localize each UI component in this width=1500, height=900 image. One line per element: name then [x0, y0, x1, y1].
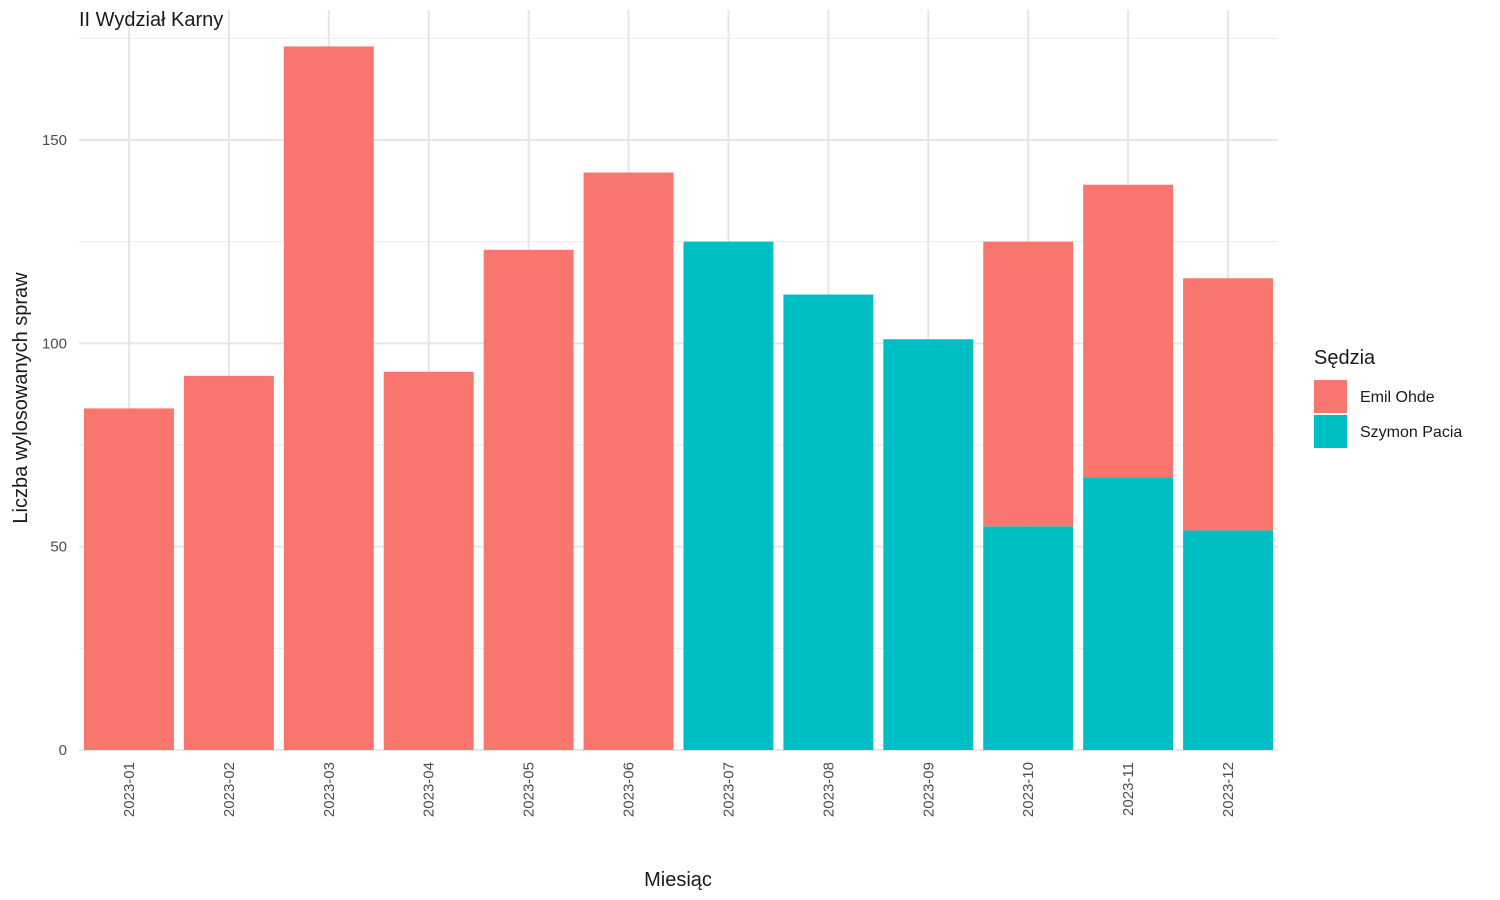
- bar-segment: [483, 249, 574, 751]
- bar-segment: [183, 375, 274, 750]
- x-tick-label: 2023-02: [221, 762, 238, 817]
- x-axis-ticks: 2023-01 2023-02 2023-03 2023-04 2023-05 2023-…: [121, 762, 1237, 817]
- chart-title: II Wydział Karny: [79, 9, 223, 31]
- bar-segment: [983, 526, 1074, 750]
- x-tick-label: 2023-12: [1220, 762, 1237, 817]
- legend: Sędzia Emil Ohde Szymon Pacia: [1314, 347, 1462, 448]
- bar-segment: [83, 408, 174, 750]
- legend-key: [1314, 415, 1347, 448]
- x-tick-label: 2023-05: [521, 762, 538, 817]
- y-tick-label: 150: [42, 132, 67, 149]
- bar-segment: [283, 46, 374, 750]
- y-tick-label: 100: [42, 335, 67, 352]
- x-tick-label: 2023-03: [321, 762, 338, 817]
- bars: [83, 46, 1274, 751]
- bar-segment: [383, 371, 474, 750]
- bar-segment: [783, 294, 874, 750]
- x-tick-label: 2023-06: [621, 762, 638, 817]
- bar-segment: [1183, 530, 1274, 750]
- legend-key: [1314, 380, 1347, 413]
- legend-label: Szymon Pacia: [1360, 424, 1462, 441]
- x-tick-label: 2023-10: [1020, 762, 1037, 817]
- x-tick-label: 2023-09: [920, 762, 937, 817]
- bar-segment: [683, 241, 774, 750]
- x-tick-label: 2023-07: [720, 762, 737, 817]
- legend-title: Sędzia: [1314, 347, 1376, 369]
- bar-segment: [1083, 477, 1174, 750]
- y-tick-label: 0: [59, 742, 67, 759]
- legend-entries: Emil Ohde Szymon Pacia: [1314, 380, 1462, 448]
- legend-label: Emil Ohde: [1360, 389, 1435, 406]
- bar-segment: [883, 339, 974, 750]
- bar-segment: [1183, 278, 1274, 531]
- x-tick-label: 2023-04: [421, 762, 438, 817]
- bar-segment: [583, 172, 674, 751]
- y-axis-ticks: 0 50 100 150: [42, 132, 67, 759]
- y-axis-title: Liczba wylosowanych spraw: [10, 272, 32, 524]
- x-tick-label: 2023-01: [121, 762, 138, 817]
- bar-segment: [1083, 184, 1174, 478]
- bar-segment: [983, 241, 1074, 527]
- x-tick-label: 2023-08: [820, 762, 837, 817]
- y-tick-label: 50: [50, 539, 67, 556]
- x-tick-label: 2023-11: [1120, 762, 1137, 816]
- x-axis-title: Miesiąc: [644, 869, 712, 891]
